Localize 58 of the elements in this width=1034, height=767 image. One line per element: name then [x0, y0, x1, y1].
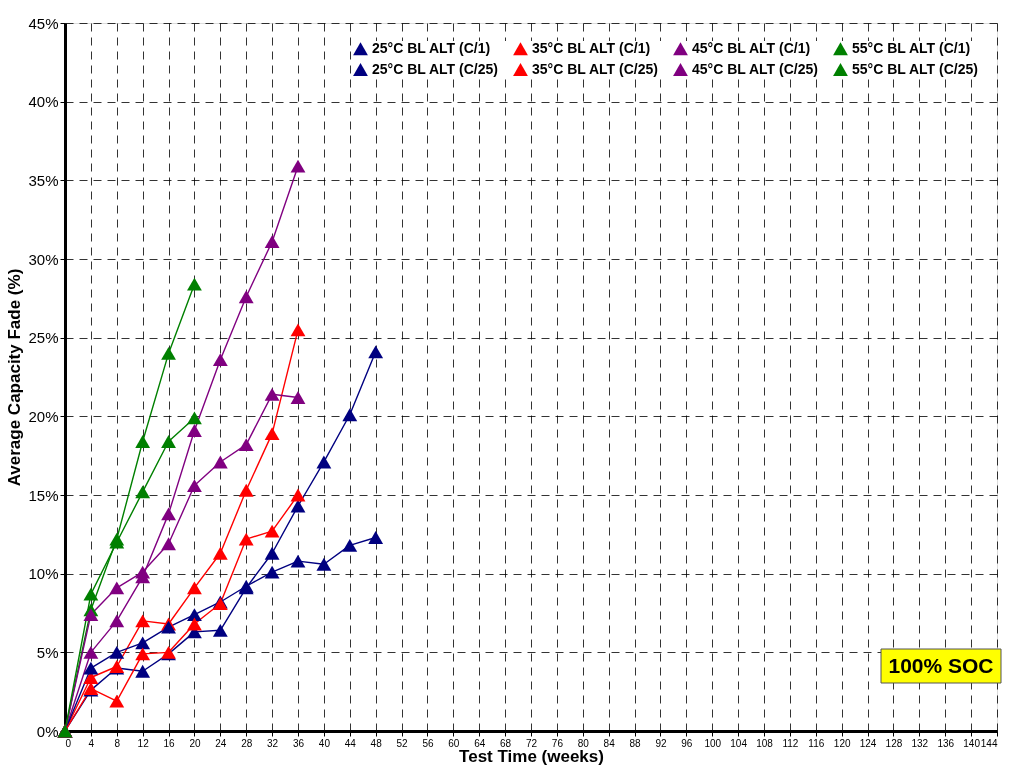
x-tick-label: 24	[215, 737, 227, 749]
x-tick-label: 64	[474, 737, 486, 749]
x-tick-label: 124	[859, 737, 877, 749]
x-tick-label: 20	[189, 737, 201, 749]
y-tick-label: 5%	[36, 643, 59, 661]
x-tick-label: 80	[577, 737, 590, 749]
x-tick-label: 108	[756, 737, 774, 749]
x-tick-label: 68	[500, 737, 512, 749]
x-tick-label: 92	[655, 737, 667, 749]
x-tick-label: 36	[292, 737, 305, 749]
x-tick-label: 60	[448, 737, 460, 749]
x-tick-label: 0	[65, 737, 72, 749]
y-axis-title: Average Capacity Fade (%)	[5, 268, 25, 487]
x-tick-label: 52	[396, 737, 409, 749]
x-tick-label: 128	[885, 737, 903, 749]
y-tick-label: 10%	[28, 565, 59, 583]
x-tick-label: 104	[730, 737, 748, 749]
y-tick-label: 35%	[28, 171, 59, 189]
x-tick-label: 56	[422, 737, 434, 749]
x-tick-label: 44	[344, 737, 357, 749]
x-tick-label: 4	[88, 737, 95, 749]
x-tick-label: 96	[681, 737, 693, 749]
x-tick-label: 16	[163, 737, 176, 749]
x-tick-label: 28	[241, 737, 253, 749]
legend-label: 25°C BL ALT (C/25)	[372, 60, 498, 77]
x-tick-label: 112	[782, 737, 799, 749]
y-tick-label: 45%	[28, 14, 59, 32]
legend-label: 35°C BL ALT (C/1)	[532, 39, 651, 56]
legend-label: 55°C BL ALT (C/25)	[852, 60, 978, 77]
x-tick-label: 136	[937, 737, 955, 749]
x-axis-title: Test Time (weeks)	[459, 746, 604, 766]
x-tick-label: 40	[318, 737, 331, 749]
legend-label: 35°C BL ALT (C/25)	[532, 60, 658, 77]
annotation: 100% SOC	[888, 654, 994, 677]
legend-label: 55°C BL ALT (C/1)	[852, 39, 971, 56]
x-tick-label: 48	[370, 737, 383, 749]
x-tick-label: 140	[963, 737, 981, 749]
x-tick-label: 72	[525, 737, 538, 749]
y-tick-label: 40%	[28, 93, 59, 111]
x-tick-label: 116	[808, 737, 825, 749]
y-tick-label: 25%	[28, 329, 59, 347]
legend-label: 45°C BL ALT (C/25)	[692, 60, 818, 77]
x-tick-label: 84	[603, 737, 616, 749]
x-tick-label: 32	[267, 737, 279, 749]
x-tick-label: 120	[833, 737, 851, 749]
x-tick-label: 88	[629, 737, 642, 749]
x-tick-label: 144	[980, 737, 998, 749]
x-tick-label: 100	[704, 737, 722, 749]
y-tick-label: 30%	[28, 250, 59, 268]
x-tick-label: 76	[551, 737, 564, 749]
y-tick-label: 15%	[28, 486, 59, 504]
legend-label: 45°C BL ALT (C/1)	[692, 39, 811, 56]
y-tick-label: 20%	[28, 407, 59, 425]
x-tick-label: 132	[911, 737, 929, 749]
legend-label: 25°C BL ALT (C/1)	[372, 39, 491, 56]
x-tick-label: 12	[137, 737, 150, 749]
x-tick-label: 8	[114, 737, 121, 749]
y-tick-label: 0%	[36, 722, 59, 740]
